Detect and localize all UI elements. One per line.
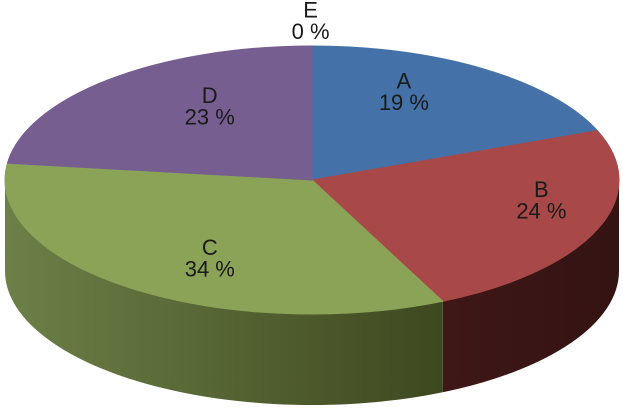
svg-text:34 %: 34 % [185, 256, 235, 281]
svg-text:0 %: 0 % [292, 19, 330, 44]
svg-text:23 %: 23 % [185, 104, 235, 129]
svg-text:19 %: 19 % [379, 90, 429, 115]
svg-text:24 %: 24 % [516, 198, 566, 223]
